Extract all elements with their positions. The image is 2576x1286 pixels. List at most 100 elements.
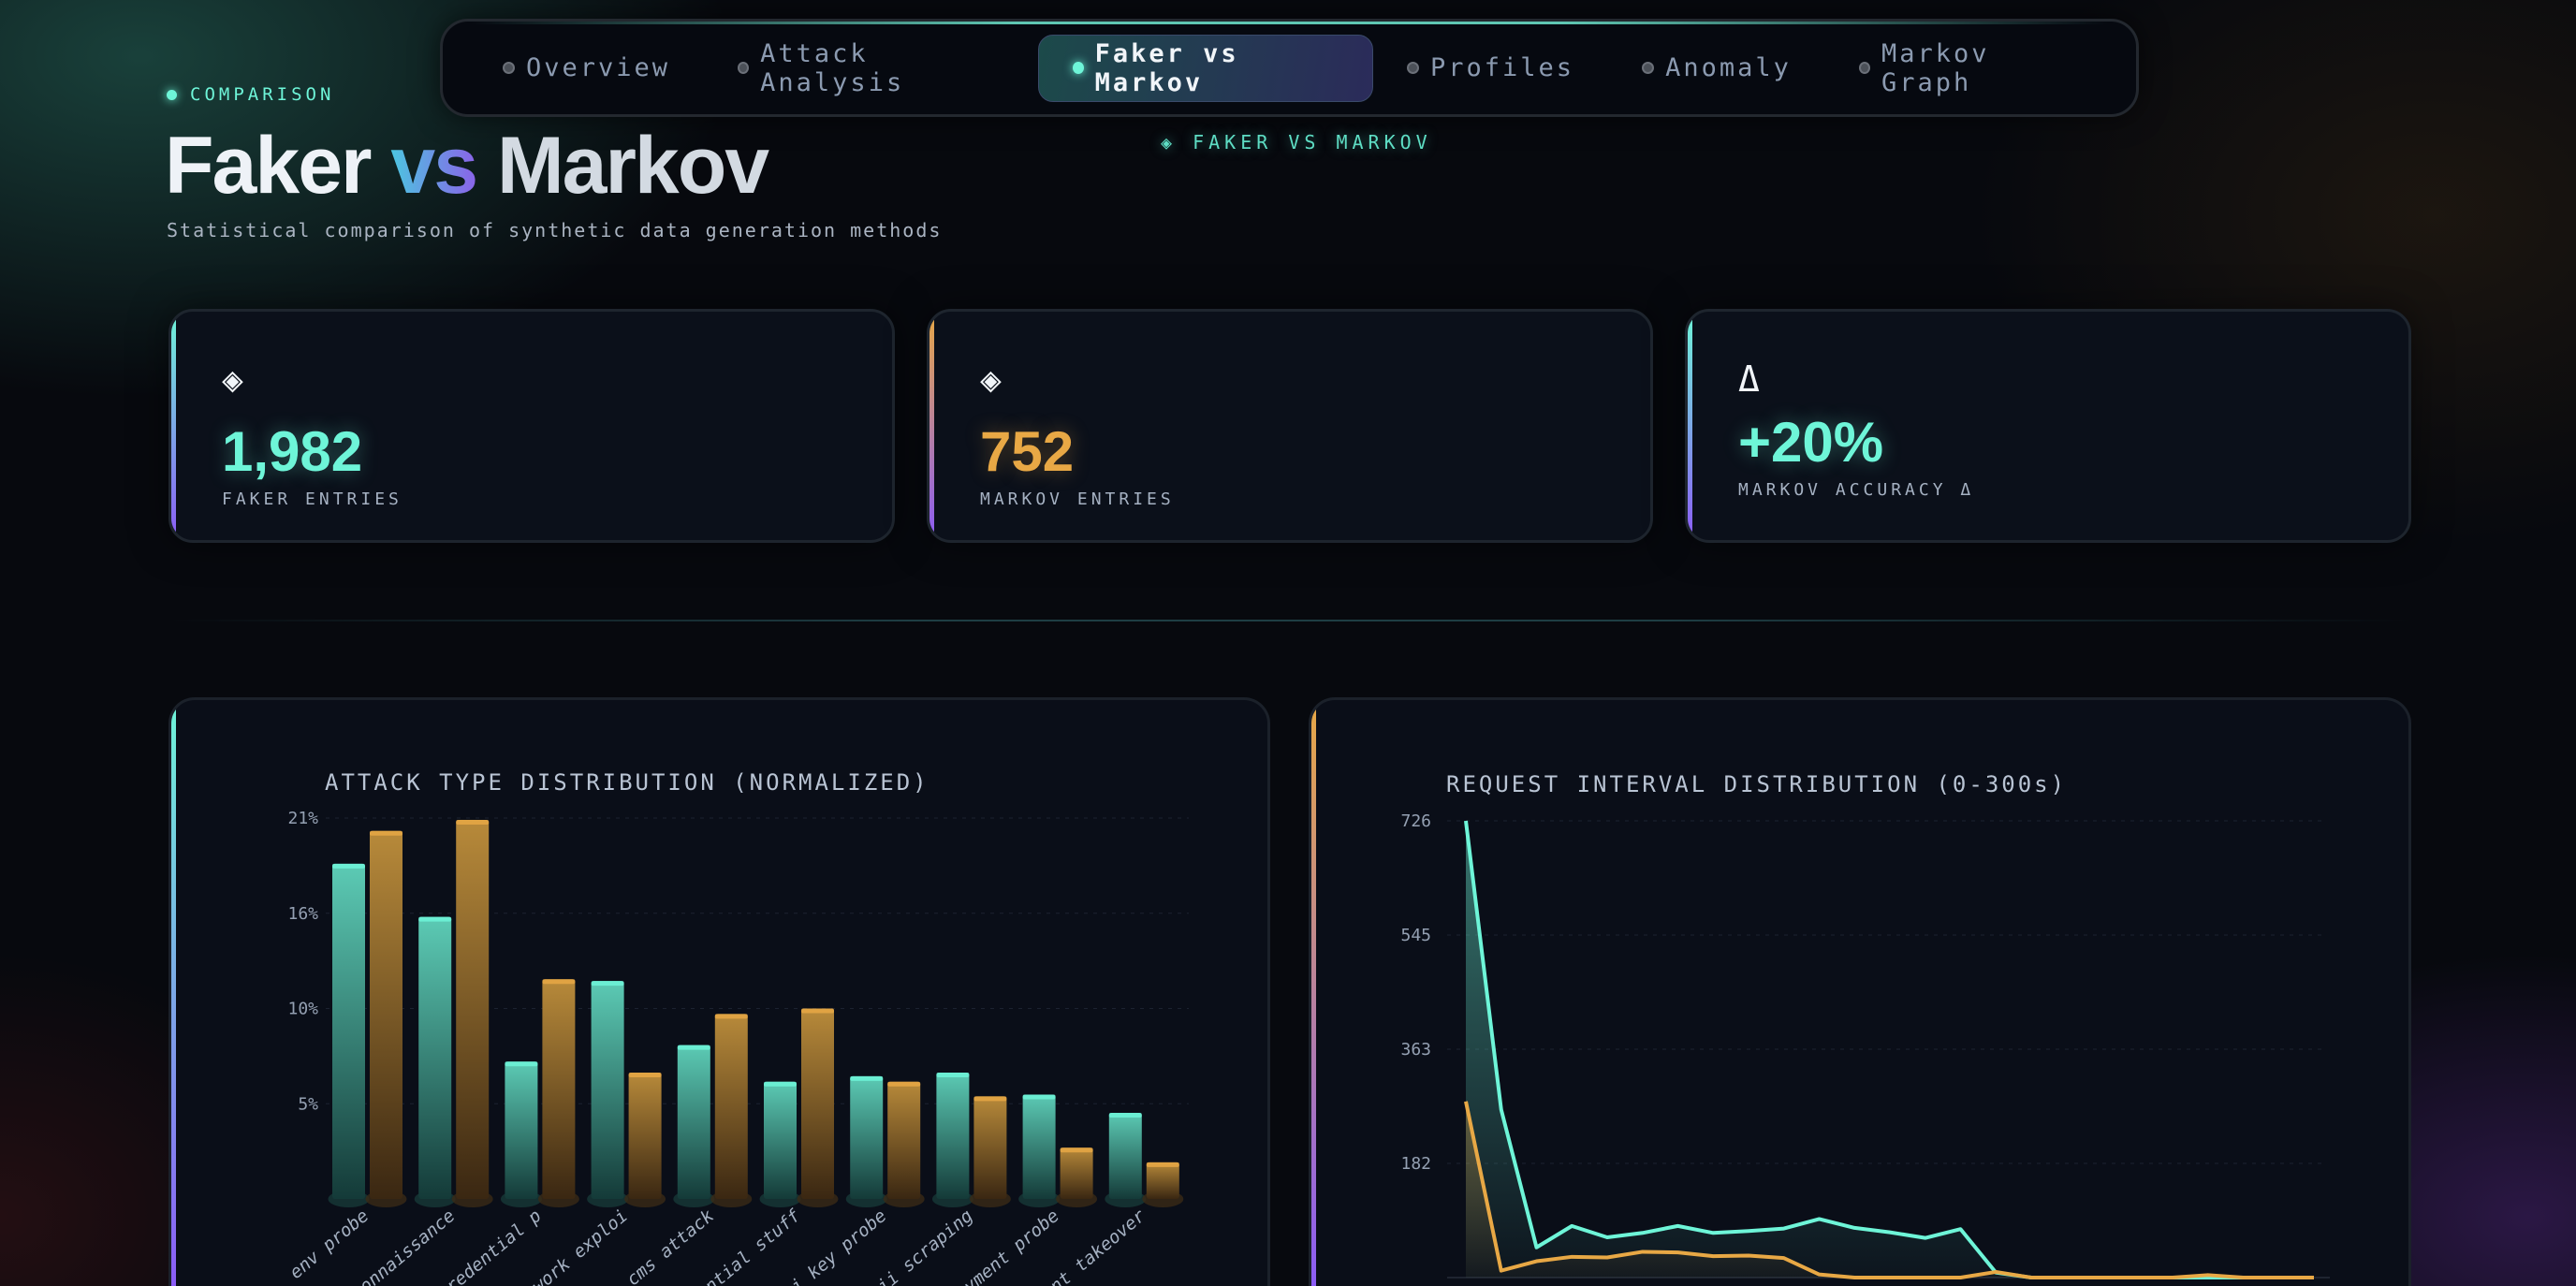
- bar-cap: [418, 916, 452, 922]
- main-nav: Overview Attack Analysis Faker vs Markov…: [440, 19, 2139, 117]
- bar-markov: [542, 979, 576, 1199]
- stat-card-faker: ◈ 1,982 FAKER ENTRIES: [168, 309, 895, 543]
- diamond-icon: ◈: [980, 358, 1002, 400]
- accent-bar: [929, 312, 934, 540]
- bar-markov: [1060, 1147, 1093, 1199]
- bar-markov: [714, 1014, 748, 1199]
- tab-overview[interactable]: Overview: [469, 35, 704, 102]
- bar-cap: [801, 1008, 834, 1014]
- stat-value: +20%: [1738, 411, 1884, 474]
- y-tick-label: 21%: [287, 809, 318, 828]
- dot-icon: [1072, 62, 1084, 74]
- tab-profiles[interactable]: Profiles: [1373, 35, 1608, 102]
- y-tick-label: 5%: [298, 1094, 318, 1114]
- title-markov: Markov: [496, 121, 769, 211]
- bar-faker: [850, 1075, 884, 1199]
- bar-markov: [1146, 1162, 1179, 1199]
- bar-cap: [714, 1014, 748, 1019]
- bar-cap: [542, 979, 576, 985]
- bar-markov: [456, 819, 490, 1199]
- bar-cap: [1022, 1094, 1056, 1100]
- stat-label: MARKOV ENTRIES: [980, 490, 1175, 509]
- bar-cap: [1108, 1113, 1142, 1118]
- title-faker: Faker: [165, 121, 372, 211]
- dot-icon: [1642, 62, 1655, 74]
- bar-cap: [677, 1045, 710, 1050]
- bar-cap: [764, 1081, 797, 1087]
- bar-faker: [1108, 1113, 1142, 1199]
- y-tick-label: 182: [1400, 1154, 1431, 1174]
- eyebrow: COMPARISON: [167, 84, 334, 105]
- bar-faker: [332, 863, 365, 1199]
- bar-cap: [591, 981, 624, 986]
- bar-faker: [418, 916, 452, 1199]
- bar-cap: [1146, 1162, 1179, 1167]
- dot-icon: [738, 62, 750, 74]
- chart-title: ATTACK TYPE DISTRIBUTION (NORMALIZED): [325, 769, 929, 796]
- dot-icon: [1858, 62, 1870, 74]
- attack-distribution-panel: ATTACK TYPE DISTRIBUTION (NORMALIZED) 21…: [168, 697, 1270, 1286]
- tab-label: Faker vs Markov: [1094, 38, 1239, 97]
- bar-markov: [973, 1096, 1007, 1199]
- bar-cap: [936, 1072, 970, 1077]
- accent-bar: [171, 312, 176, 540]
- tab-anomaly[interactable]: Anomaly: [1608, 35, 1825, 102]
- title-vs: vs: [390, 121, 478, 211]
- bar-markov: [370, 830, 402, 1199]
- bar-cap: [332, 863, 365, 869]
- y-tick-label: 363: [1400, 1040, 1431, 1059]
- stat-value: 1,982: [222, 420, 363, 483]
- y-tick-label: 10%: [287, 1000, 318, 1019]
- page-title: Faker vs Markov: [165, 120, 769, 212]
- stat-card-markov: ◈ 752 MARKOV ENTRIES: [927, 309, 1653, 543]
- y-tick-label: 16%: [287, 904, 318, 924]
- bar-faker: [591, 981, 624, 1199]
- dot-icon: [1407, 62, 1420, 74]
- y-tick-label: 726: [1400, 811, 1431, 831]
- bar-faker: [764, 1081, 797, 1199]
- bar-cap: [1060, 1147, 1093, 1153]
- line-chart: 726 545 363 182: [1400, 811, 2330, 1279]
- tab-label: Attack Analysis: [760, 38, 905, 97]
- delta-icon: Δ: [1738, 358, 1760, 400]
- bar-faker: [1022, 1094, 1056, 1199]
- x-tick-label: env probe: [285, 1206, 373, 1283]
- stat-label: FAKER ENTRIES: [222, 490, 402, 509]
- interval-distribution-panel: REQUEST INTERVAL DISTRIBUTION (0-300s) 7…: [1309, 697, 2411, 1286]
- bar-markov: [801, 1008, 834, 1199]
- bar-cap: [887, 1081, 921, 1087]
- bar-chart: 21%16%10%5%env probereconnaissancecreden…: [285, 809, 1189, 1286]
- y-tick-label: 545: [1400, 926, 1431, 945]
- section-tag: ◈ FAKER VS MARKOV: [1161, 131, 1432, 153]
- tab-markov-graph[interactable]: Markov Graph: [1825, 35, 2110, 102]
- bar-faker: [505, 1061, 538, 1199]
- bar-markov: [628, 1072, 662, 1199]
- bar-cap: [973, 1096, 1007, 1102]
- divider: [168, 620, 2411, 621]
- accent-bar: [171, 700, 176, 1286]
- accent-bar: [1688, 312, 1692, 540]
- bar-cap: [370, 830, 402, 836]
- diamond-icon: ◈: [222, 358, 243, 400]
- dot-icon: [167, 89, 177, 100]
- bar-cap: [505, 1061, 538, 1067]
- chart-title: REQUEST INTERVAL DISTRIBUTION (0-300s): [1446, 771, 2068, 797]
- stat-card-accuracy: Δ +20% MARKOV ACCURACY Δ: [1685, 309, 2411, 543]
- bar-cap: [850, 1075, 884, 1081]
- page-subtitle: Statistical comparison of synthetic data…: [167, 219, 943, 241]
- tab-attack-analysis[interactable]: Attack Analysis: [704, 35, 1037, 102]
- stat-value: 752: [980, 420, 1075, 483]
- stat-label: MARKOV ACCURACY Δ: [1738, 480, 1975, 500]
- bar-cap: [628, 1072, 662, 1077]
- tab-label: Markov Graph: [1881, 38, 1990, 97]
- tab-label: Overview: [526, 53, 671, 82]
- line-markov: [1464, 1101, 2314, 1279]
- bar-faker: [677, 1045, 710, 1199]
- bar-markov: [887, 1081, 921, 1199]
- bar-faker: [936, 1072, 970, 1199]
- accent-bar: [1311, 700, 1316, 1286]
- tab-label: Profiles: [1430, 53, 1575, 82]
- x-tick-label: cms attack: [622, 1206, 718, 1286]
- tab-faker-vs-markov[interactable]: Faker vs Markov: [1037, 34, 1374, 102]
- tab-label: Anomaly: [1665, 53, 1792, 82]
